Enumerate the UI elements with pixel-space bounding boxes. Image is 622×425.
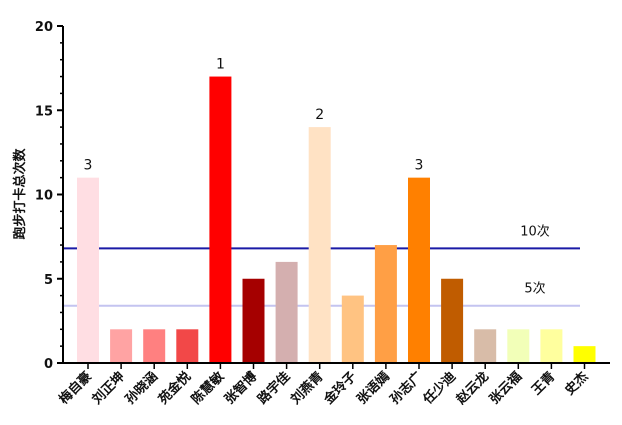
category-label-11: 孙志广: [387, 369, 426, 408]
category-label-13: 赵云龙: [452, 369, 492, 409]
category-label-15: 王青: [529, 369, 559, 399]
data-label-1: 3: [84, 158, 93, 174]
bar-16: [573, 346, 596, 363]
y-tick-label: 20: [35, 20, 53, 35]
bar-11: [408, 177, 430, 363]
category-label-10: 张语嫣: [354, 369, 393, 408]
y-tick-label: 0: [44, 357, 53, 372]
bar-15: [540, 329, 563, 363]
bar-1: [77, 177, 99, 363]
y-tick-label: 10: [35, 189, 53, 204]
bar-8: [308, 127, 331, 363]
bar-3: [143, 329, 166, 363]
bar-7: [275, 261, 298, 363]
category-label-12: 任少迪: [419, 369, 459, 409]
axes: 0 5 10 15 20: [35, 20, 610, 372]
category-label-2: 刘正坤: [89, 369, 128, 408]
category-label-3: 孙晓涵: [122, 369, 161, 408]
bar-10: [374, 245, 397, 363]
bar-14: [507, 329, 530, 363]
reference-line-label-1: 10次: [520, 223, 550, 239]
y-axis-title: 跑步打卡总次数: [12, 148, 28, 240]
y-tick-label: 15: [35, 104, 53, 119]
bar-6: [242, 278, 265, 363]
data-label-5: 1: [216, 57, 225, 73]
data-label-11: 3: [415, 158, 424, 174]
bar-5: [209, 76, 232, 364]
category-label-8: 刘燕青: [288, 369, 327, 408]
y-tick-label: 5: [44, 273, 53, 288]
bar-12: [441, 278, 464, 363]
reference-line-label-2: 5次: [524, 281, 545, 297]
bars: [77, 76, 596, 364]
bar-2: [110, 329, 133, 363]
category-label-16: 史杰: [562, 369, 592, 399]
bar-13: [474, 329, 497, 363]
category-label-4: 苑金悦: [155, 369, 195, 409]
category-label-9: 金玲子: [320, 369, 360, 409]
category-label-5: 陈慧敏: [188, 368, 228, 408]
category-label-1: 梅自豪: [56, 369, 95, 408]
category-label-6: 张智博: [221, 369, 260, 408]
bar-9: [341, 295, 364, 363]
data-label-8: 2: [315, 107, 324, 123]
bar-4: [176, 329, 199, 363]
category-label-7: 路宇佳: [255, 369, 294, 408]
category-label-14: 张云福: [486, 369, 525, 408]
